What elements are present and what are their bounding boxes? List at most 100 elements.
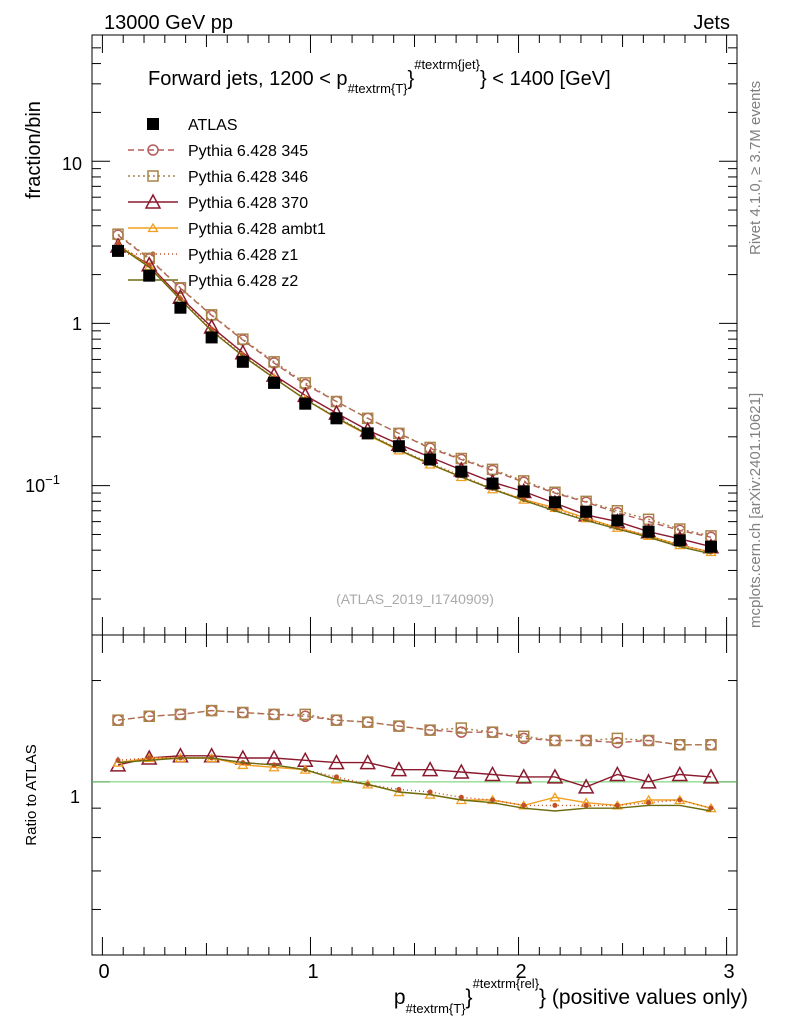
ratio-point-p346 [705, 739, 717, 751]
ratio-point-z1 [396, 786, 402, 792]
ratio-point-z1 [646, 800, 652, 806]
ratio-point-p346 [455, 722, 468, 734]
ratio-series-p370 [109, 747, 720, 794]
legend-label-p346: Pythia 6.428 346 [188, 169, 308, 186]
point-atlas [205, 331, 218, 344]
ratio-point-z1 [521, 802, 527, 808]
xtick-label-0: 0 [98, 961, 109, 983]
legend: ATLAS Pythia 6.428 345 Pythia 6.428 346 Pyt… [128, 117, 326, 290]
main-ytick-label-1: 1 [72, 314, 82, 334]
ratio-point-p370 [577, 778, 595, 794]
point-atlas [611, 514, 624, 527]
ratio-point-p346 [299, 708, 312, 721]
ratio-point-p370 [359, 754, 376, 770]
ratio-point-ambt1 [237, 759, 249, 770]
main-title: Forward jets, 1200 < p#textrm{T}}#textrm… [148, 57, 611, 96]
ratio-point-p346 [549, 734, 561, 747]
xtick-label-2: 2 [515, 961, 526, 983]
ratio-point-ambt1 [549, 792, 561, 802]
mcplots-label: mcplots.cern.ch [arXiv:2401.10621] [747, 393, 764, 628]
main-ytick-label-10: 10 [62, 154, 82, 174]
ratio-point-p346 [611, 732, 624, 745]
point-atlas [642, 525, 655, 538]
main-ylabel: fraction/bin [23, 101, 45, 199]
legend-marker-ambt1 [147, 222, 159, 233]
main-data-layer [109, 228, 720, 557]
point-atlas [517, 485, 530, 498]
ratio-point-p346 [237, 706, 249, 719]
point-atlas [392, 440, 405, 453]
point-atlas [174, 301, 187, 314]
ratio-point-p370 [390, 761, 408, 777]
point-atlas [580, 505, 593, 518]
ratio-point-p370 [609, 765, 626, 782]
legend-label-p345: Pythia 6.428 345 [188, 143, 308, 160]
xlabel: p#textrm{T}}#textrm{rel}} (positive valu… [394, 976, 748, 1016]
point-atlas [548, 496, 561, 509]
series-atlas [112, 244, 717, 553]
legend-entry-p370: Pythia 6.428 370 [128, 193, 308, 212]
ratio-point-p370 [671, 765, 689, 782]
ratio-point-p370 [546, 768, 564, 784]
ratio-point-p346 [486, 726, 499, 738]
ratio-line-ambt1 [117, 757, 712, 809]
ratio-point-p346 [642, 734, 655, 747]
ratio-point-p346 [330, 714, 343, 726]
ratio-point-p346 [361, 716, 374, 728]
legend-entry-atlas: ATLAS [147, 117, 238, 134]
point-atlas [268, 376, 281, 389]
ratio-line-z2 [117, 757, 712, 812]
ratio-point-p346 [674, 739, 686, 751]
ratio-point-p346 [393, 720, 405, 732]
header-right: Jets [693, 12, 730, 34]
legend-entry-p346: Pythia 6.428 346 [128, 169, 308, 186]
series-line-p370 [117, 245, 712, 548]
ratio-point-p370 [702, 768, 720, 784]
ratio-point-p346 [580, 734, 592, 747]
xtick-label-3: 3 [723, 961, 734, 983]
legend-entry-p345: Pythia 6.428 345 [128, 143, 308, 160]
point-atlas [486, 477, 499, 490]
ratio-ylabel: Ratio to ATLAS [23, 744, 40, 845]
ratio-point-z1 [677, 797, 683, 803]
ratio-point-z1 [583, 802, 589, 808]
ratio-point-z1 [115, 757, 121, 763]
ratio-point-z1 [146, 755, 152, 761]
ratio-point-p370 [421, 761, 439, 777]
ratio-point-p346 [205, 704, 218, 717]
ratio-point-p346 [174, 708, 187, 721]
point-p346 [424, 441, 436, 454]
ratio-point-p370 [515, 768, 532, 784]
ratio-point-z1 [552, 802, 558, 808]
point-atlas [424, 453, 437, 466]
legend-marker-p346 [147, 170, 159, 182]
ratio-point-z1 [427, 789, 433, 795]
ratio-point-p370 [484, 765, 501, 782]
point-atlas [112, 244, 125, 257]
point-atlas [299, 397, 312, 410]
ratio-point-p346 [268, 708, 280, 721]
ratio-point-p346 [112, 714, 124, 726]
point-atlas [455, 465, 468, 478]
legend-marker-p345 [147, 144, 159, 156]
ratio-series-p346 [112, 704, 717, 751]
ratio-point-z1 [490, 797, 496, 803]
point-atlas [361, 427, 374, 440]
ratio-point-p370 [640, 773, 657, 789]
header-left: 13000 GeV pp [104, 12, 233, 34]
ratio-point-z1 [458, 794, 464, 800]
ratio-point-z1 [708, 805, 714, 811]
point-p346 [174, 281, 187, 294]
rivet-label: Rivet 4.1.0, ≥ 3.7M events [747, 81, 764, 255]
legend-label-atlas: ATLAS [188, 117, 238, 134]
ratio-series-ambt1 [112, 752, 717, 813]
ratio-axis-ticks [92, 635, 737, 956]
point-atlas [143, 269, 156, 282]
analysis-watermark: (ATLAS_2019_I1740909) [336, 591, 494, 607]
ratio-point-p346 [143, 710, 155, 723]
ratio-line-z1 [117, 757, 712, 809]
point-atlas [673, 534, 686, 547]
legend-label-p370: Pythia 6.428 370 [188, 195, 308, 212]
ratio-panel-frame [91, 634, 738, 956]
